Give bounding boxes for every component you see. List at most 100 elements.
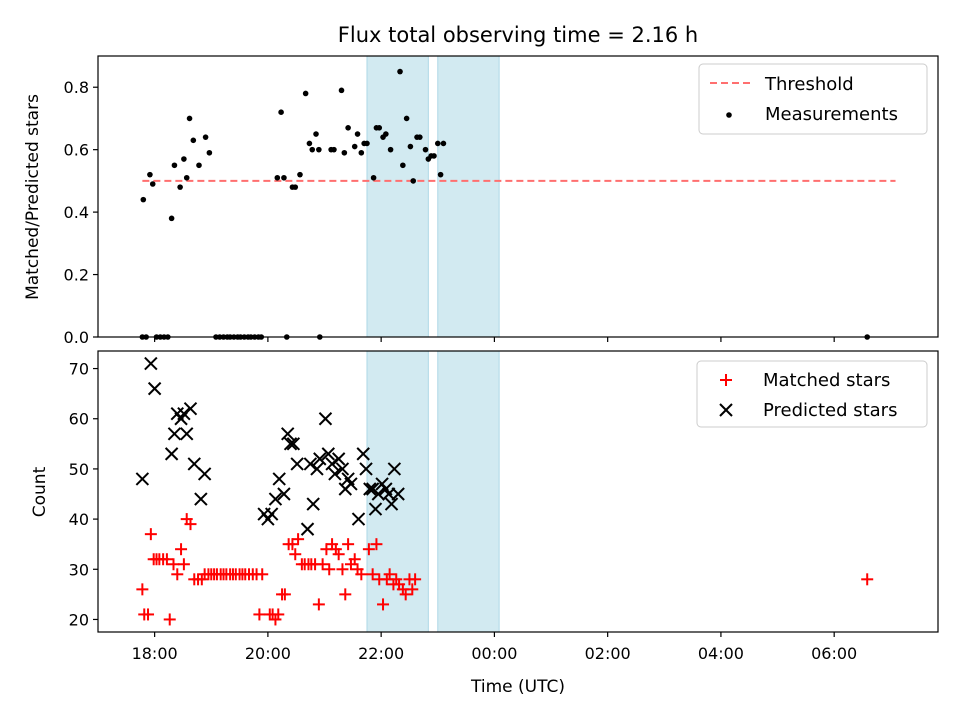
matched-star-marker bbox=[362, 543, 375, 556]
measurement-point bbox=[181, 156, 187, 162]
legend-matched-label: Matched stars bbox=[763, 370, 890, 391]
matched-star-marker bbox=[332, 548, 345, 561]
matched-star-marker bbox=[195, 573, 208, 586]
x-tick-label: 04:00 bbox=[698, 644, 744, 663]
marker-stroke bbox=[194, 492, 208, 506]
matched-star-marker bbox=[336, 563, 349, 576]
marker-stroke bbox=[164, 447, 179, 461]
top-y-axis-label: Matched/Predicted stars bbox=[23, 94, 43, 300]
matched-star-marker bbox=[409, 573, 422, 586]
y-tick-label: 0.0 bbox=[64, 328, 89, 347]
matched-star-marker bbox=[272, 608, 285, 621]
predicted-star-marker bbox=[368, 502, 383, 516]
marker-stroke bbox=[335, 462, 350, 476]
predicted-star-marker bbox=[321, 447, 335, 461]
marker-stroke bbox=[272, 472, 286, 486]
marker-stroke bbox=[177, 407, 191, 421]
matched-star-marker bbox=[292, 533, 305, 546]
y-tick-label: 0.4 bbox=[64, 203, 89, 222]
legend-measurements-swatch bbox=[726, 112, 732, 118]
predicted-star-marker bbox=[344, 477, 358, 491]
marker-stroke bbox=[325, 457, 339, 471]
measurement-point bbox=[171, 162, 178, 169]
predicted-star-marker bbox=[268, 492, 283, 506]
y-tick-label: 30 bbox=[69, 560, 89, 579]
predicted-star-marker bbox=[381, 487, 396, 501]
y-tick-label: 50 bbox=[69, 460, 89, 479]
predicted-star-marker bbox=[180, 427, 194, 441]
predicted-star-marker bbox=[277, 487, 291, 501]
measurement-point bbox=[434, 140, 441, 147]
predicted-star-marker bbox=[290, 457, 304, 471]
measurement-point bbox=[407, 143, 414, 150]
measurement-point bbox=[309, 146, 316, 153]
marker-stroke bbox=[290, 457, 304, 471]
marker-stroke bbox=[359, 462, 373, 476]
measurement-point bbox=[364, 140, 370, 147]
predicted-star-marker bbox=[310, 462, 324, 476]
measurement-point bbox=[351, 143, 358, 150]
predicted-star-marker bbox=[328, 467, 342, 481]
shaded-interval bbox=[437, 350, 500, 633]
marker-stroke bbox=[344, 477, 358, 491]
matched-star-marker bbox=[355, 568, 368, 581]
marker-stroke bbox=[283, 437, 298, 451]
matched-star-marker bbox=[342, 538, 355, 551]
measurement-point bbox=[422, 146, 429, 153]
measurement-point bbox=[313, 131, 319, 137]
predicted-star-marker bbox=[391, 487, 405, 501]
predicted-star-marker bbox=[363, 482, 377, 496]
marker-stroke bbox=[321, 447, 335, 461]
matched-star-marker bbox=[861, 573, 874, 586]
predicted-star-marker bbox=[144, 356, 158, 371]
measurement-point bbox=[281, 174, 287, 181]
measurement-point bbox=[437, 171, 444, 178]
measurement-point bbox=[338, 87, 345, 94]
measurement-point bbox=[206, 149, 213, 156]
marker-stroke bbox=[310, 462, 324, 476]
measurement-point bbox=[168, 215, 175, 222]
y-tick-label: 60 bbox=[69, 410, 89, 429]
measurement-point bbox=[202, 134, 209, 140]
measurement-point bbox=[403, 115, 410, 122]
measurement-point bbox=[177, 184, 183, 190]
marker-stroke bbox=[300, 522, 315, 536]
matched-star-marker bbox=[316, 558, 329, 571]
measurement-point bbox=[417, 134, 423, 140]
marker-stroke bbox=[379, 482, 393, 496]
top-panel: 0.00.20.40.60.8 Matched/Predicted stars … bbox=[23, 55, 939, 347]
measurement-point bbox=[183, 174, 190, 181]
measurement-point bbox=[354, 131, 361, 137]
bottom-legend: Matched stars Predicted stars bbox=[696, 360, 928, 428]
x-tick-label: 06:00 bbox=[811, 644, 857, 663]
predicted-star-marker bbox=[384, 497, 399, 511]
predicted-star-marker bbox=[264, 507, 279, 521]
predicted-star-marker bbox=[135, 472, 150, 486]
marker-stroke bbox=[384, 497, 399, 511]
bottom-y-axis-label: Count bbox=[30, 466, 50, 517]
predicted-star-marker bbox=[164, 447, 179, 461]
measurement-point bbox=[370, 174, 377, 181]
predicted-star-marker bbox=[318, 412, 333, 426]
measurement-point bbox=[376, 125, 383, 131]
marker-stroke bbox=[391, 487, 405, 501]
matched-star-marker bbox=[383, 568, 396, 581]
measurement-point bbox=[147, 171, 153, 178]
marker-stroke bbox=[277, 487, 291, 501]
measurement-point bbox=[292, 184, 299, 190]
measurement-point bbox=[190, 137, 197, 144]
predicted-star-marker bbox=[313, 452, 327, 466]
x-tick-label: 02:00 bbox=[585, 644, 631, 663]
legend-predicted-label: Predicted stars bbox=[763, 400, 897, 421]
top-y-axis: 0.0 0.2 0.4 0.6 0.8 bbox=[64, 78, 98, 347]
measurement-point bbox=[397, 68, 403, 75]
matched-star-marker bbox=[136, 583, 149, 596]
predicted-star-marker bbox=[286, 437, 301, 451]
marker-stroke bbox=[286, 437, 301, 451]
top-legend: Threshold Measurements bbox=[698, 63, 928, 135]
x-tick-label: 18:00 bbox=[132, 644, 178, 663]
x-tick-label: 00:00 bbox=[471, 644, 517, 663]
matched-star-marker bbox=[278, 588, 291, 601]
measurement-point bbox=[387, 146, 394, 153]
matched-star-marker bbox=[253, 608, 266, 621]
